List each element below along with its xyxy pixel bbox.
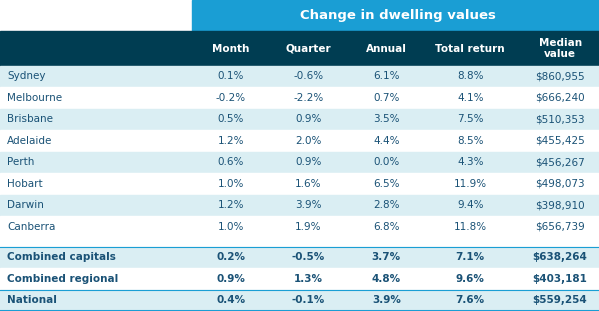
Text: 3.5%: 3.5%	[373, 114, 400, 124]
Text: 0.6%: 0.6%	[217, 157, 244, 167]
Text: Quarter: Quarter	[286, 44, 331, 53]
Bar	[0, 268, 599, 290]
Text: 6.5%: 6.5%	[373, 179, 400, 189]
Text: 0.4%: 0.4%	[216, 295, 245, 305]
Text: Adelaide: Adelaide	[7, 136, 53, 146]
Text: 6.1%: 6.1%	[373, 72, 400, 81]
Text: Hobart: Hobart	[7, 179, 43, 189]
Text: 1.2%: 1.2%	[217, 136, 244, 146]
Bar	[0, 216, 599, 238]
Bar	[0, 130, 599, 152]
Text: -0.5%: -0.5%	[292, 252, 325, 262]
Text: 0.1%: 0.1%	[217, 72, 244, 81]
Text: 7.1%: 7.1%	[456, 252, 485, 262]
Bar	[0, 238, 599, 247]
Text: 1.3%: 1.3%	[294, 274, 323, 284]
Text: 0.9%: 0.9%	[295, 114, 322, 124]
Bar	[0, 173, 599, 195]
Text: 0.9%: 0.9%	[295, 157, 322, 167]
Text: 4.4%: 4.4%	[373, 136, 400, 146]
Text: $860,955: $860,955	[536, 72, 585, 81]
Bar	[0, 195, 599, 216]
Text: 6.8%: 6.8%	[373, 222, 400, 232]
Text: 11.9%: 11.9%	[453, 179, 487, 189]
Text: $403,181: $403,181	[533, 274, 588, 284]
Text: $638,264: $638,264	[533, 252, 588, 262]
Text: National: National	[7, 295, 57, 305]
Text: Melbourne: Melbourne	[7, 93, 62, 103]
Bar	[0, 290, 599, 311]
Text: $455,425: $455,425	[535, 136, 585, 146]
Text: -2.2%: -2.2%	[294, 93, 323, 103]
Text: 1.2%: 1.2%	[217, 200, 244, 210]
Text: Annual: Annual	[366, 44, 407, 53]
Text: Total return: Total return	[435, 44, 505, 53]
Bar	[0, 109, 599, 130]
Text: Month: Month	[212, 44, 249, 53]
Text: 8.5%: 8.5%	[457, 136, 483, 146]
Text: Canberra: Canberra	[7, 222, 56, 232]
Text: 0.2%: 0.2%	[216, 252, 245, 262]
Text: Darwin: Darwin	[7, 200, 44, 210]
Text: Combined capitals: Combined capitals	[7, 252, 116, 262]
Text: 7.5%: 7.5%	[457, 114, 483, 124]
Text: 9.4%: 9.4%	[457, 200, 483, 210]
Text: 7.6%: 7.6%	[456, 295, 485, 305]
Text: $398,910: $398,910	[536, 200, 585, 210]
Text: 1.6%: 1.6%	[295, 179, 322, 189]
Bar	[0, 31, 599, 66]
Text: -0.2%: -0.2%	[216, 93, 246, 103]
Text: $666,240: $666,240	[536, 93, 585, 103]
Text: 4.3%: 4.3%	[457, 157, 483, 167]
Bar	[0, 87, 599, 109]
Text: $498,073: $498,073	[536, 179, 585, 189]
Text: 1.0%: 1.0%	[217, 179, 244, 189]
Text: Combined regional: Combined regional	[7, 274, 119, 284]
Bar	[192, 0, 599, 31]
Text: Median
value: Median value	[539, 38, 582, 59]
Text: Brisbane: Brisbane	[7, 114, 53, 124]
Text: 3.9%: 3.9%	[372, 295, 401, 305]
Text: 0.9%: 0.9%	[216, 274, 245, 284]
Text: -0.6%: -0.6%	[294, 72, 323, 81]
Text: $510,353: $510,353	[536, 114, 585, 124]
Text: 8.8%: 8.8%	[457, 72, 483, 81]
Text: $456,267: $456,267	[535, 157, 585, 167]
Text: 9.6%: 9.6%	[456, 274, 485, 284]
Text: Change in dwelling values: Change in dwelling values	[300, 9, 497, 22]
Text: 4.8%: 4.8%	[372, 274, 401, 284]
Text: 11.8%: 11.8%	[453, 222, 487, 232]
Text: 3.9%: 3.9%	[295, 200, 322, 210]
Text: Perth: Perth	[7, 157, 35, 167]
Bar	[0, 152, 599, 173]
Text: $656,739: $656,739	[535, 222, 585, 232]
Text: 0.0%: 0.0%	[373, 157, 400, 167]
Text: 0.5%: 0.5%	[217, 114, 244, 124]
Text: 2.8%: 2.8%	[373, 200, 400, 210]
Text: $559,254: $559,254	[533, 295, 588, 305]
Text: 0.7%: 0.7%	[373, 93, 400, 103]
Text: 3.7%: 3.7%	[372, 252, 401, 262]
Text: 2.0%: 2.0%	[295, 136, 322, 146]
Text: 4.1%: 4.1%	[457, 93, 483, 103]
Text: 1.9%: 1.9%	[295, 222, 322, 232]
Bar	[0, 247, 599, 268]
Text: 1.0%: 1.0%	[217, 222, 244, 232]
Text: -0.1%: -0.1%	[292, 295, 325, 305]
Bar	[0, 66, 599, 87]
Text: Sydney: Sydney	[7, 72, 46, 81]
